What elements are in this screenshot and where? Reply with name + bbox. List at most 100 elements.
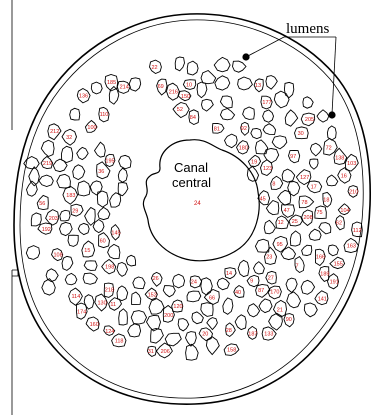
cell-number: 103 — [347, 161, 356, 167]
cell-number: 90 — [286, 317, 292, 323]
cell-outline — [117, 167, 128, 183]
cell-number: 32 — [66, 135, 72, 141]
cell-outline — [255, 139, 269, 155]
cell-outline — [300, 279, 316, 295]
cell-outline — [262, 109, 274, 123]
cell-outline — [260, 95, 273, 110]
cell-outline — [70, 203, 84, 217]
cell-outline — [25, 245, 41, 260]
cell-outline — [94, 293, 108, 312]
cell-outline — [200, 302, 214, 317]
cell-outline — [322, 191, 333, 208]
cell-outline — [132, 276, 146, 290]
cell-outline — [213, 56, 231, 73]
lumens-label: lumens — [286, 21, 329, 37]
cell-number: 7 — [296, 263, 299, 269]
cell-number: 97 — [290, 154, 296, 160]
cell-outline — [56, 173, 71, 189]
cell-outline — [103, 325, 116, 336]
cell-number: 198 — [105, 265, 114, 271]
cell-number: 11 — [110, 302, 116, 308]
cell-number: 141 — [318, 297, 327, 303]
cell-outline — [267, 285, 282, 300]
cell-number: 206 — [161, 349, 170, 355]
cell-outline — [333, 147, 348, 165]
cell-number: 12 — [278, 220, 284, 226]
cell-outline — [72, 164, 86, 181]
cell-number: 191 — [330, 280, 339, 286]
cell-number: 100 — [87, 125, 96, 131]
cell-outline — [84, 119, 98, 133]
cell-outline — [265, 270, 277, 285]
cell-outline — [26, 180, 38, 197]
cell-outline — [98, 232, 110, 249]
cell-outline — [45, 209, 60, 226]
cell-outline — [189, 275, 203, 289]
cell-outline — [283, 313, 295, 328]
cell-number: 81 — [214, 126, 220, 132]
cell-outline — [327, 273, 339, 290]
cell-number: 20 — [202, 332, 208, 338]
cell-outline — [295, 169, 312, 186]
cell-number: 124 — [105, 329, 114, 335]
cell-outline — [37, 222, 53, 235]
cell-outline — [125, 254, 137, 267]
cell-number: 95 — [277, 242, 283, 248]
central-canal — [142, 139, 260, 262]
cell-outline — [289, 230, 302, 247]
cell-number: 25 — [292, 219, 298, 225]
cell-number: 13 — [255, 83, 261, 89]
cell-outline — [277, 189, 292, 206]
cell-outline — [23, 155, 40, 170]
cell-outline — [247, 325, 258, 340]
cell-outline — [164, 332, 182, 347]
cell-outline — [149, 59, 162, 75]
cell-outline — [280, 246, 297, 261]
cell-outline — [52, 158, 68, 173]
cell-number: 9 — [250, 279, 253, 285]
cell-outline — [83, 294, 95, 310]
cell-outline — [237, 76, 253, 91]
cell-outline — [285, 277, 298, 294]
cell-outline — [314, 290, 329, 306]
cell-outline — [250, 128, 262, 140]
cell-outline — [263, 219, 276, 235]
cell-outline — [205, 336, 220, 356]
cell-outline — [110, 223, 121, 241]
cell-outline — [61, 128, 77, 146]
cell-outline — [162, 304, 175, 323]
cell-outline — [77, 222, 90, 236]
cell-number: 160 — [90, 322, 99, 328]
cell-outline — [103, 282, 115, 298]
cell-outline — [83, 260, 98, 271]
cell-outline — [254, 238, 270, 253]
outer-contour-inner — [19, 19, 364, 399]
cell-outline — [116, 262, 128, 277]
cell-outline — [288, 214, 303, 227]
cell-outline — [188, 109, 200, 126]
cell-number: 10 — [186, 83, 192, 89]
cell-number: 87 — [258, 288, 264, 294]
cell-outline — [281, 168, 296, 183]
cell-outline — [200, 69, 217, 85]
cell-outline — [316, 109, 330, 123]
cell-outline — [262, 123, 277, 135]
cell-outline — [351, 221, 363, 238]
cell-number: 60 — [100, 239, 106, 245]
cell-number: 187 — [248, 332, 257, 338]
cell-outline — [327, 244, 339, 257]
cell-number: 22 — [152, 65, 158, 71]
cell-outline — [337, 203, 351, 216]
cell-number: 84 — [190, 115, 196, 121]
cell-number: 30 — [298, 131, 304, 137]
cell-number: 214 — [120, 85, 129, 91]
cell-outline — [191, 311, 204, 325]
cell-outline — [284, 109, 299, 127]
cell-number: 185 — [107, 80, 116, 86]
cell-outline — [265, 199, 280, 216]
cell-outline — [98, 106, 110, 123]
cell-number: 8 — [272, 181, 275, 187]
cell-outline — [185, 331, 197, 347]
cell-outline — [117, 182, 129, 197]
